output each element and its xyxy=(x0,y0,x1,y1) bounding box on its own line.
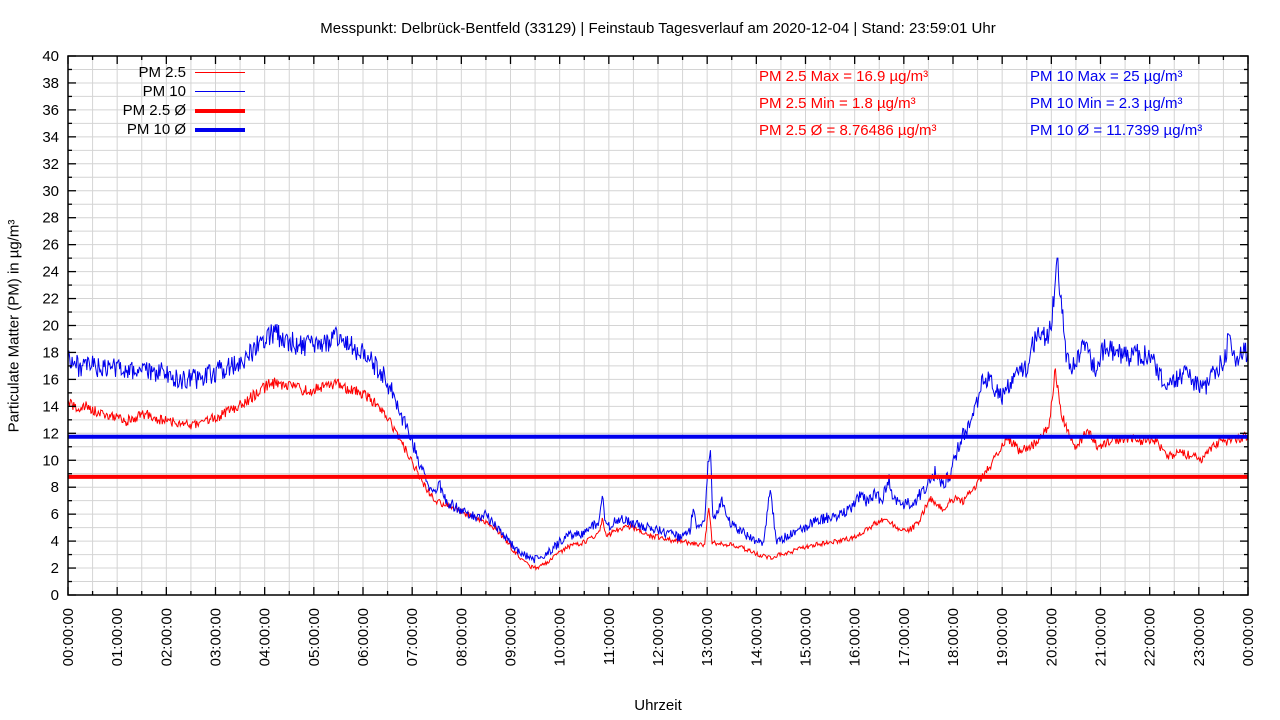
x-tick-label: 13:00:00 xyxy=(699,608,716,666)
x-tick-label: 06:00:00 xyxy=(355,608,372,666)
y-tick-label: 38 xyxy=(42,75,59,92)
y-tick-label: 32 xyxy=(42,156,59,173)
series-line-pm10 xyxy=(67,257,1249,564)
legend-line-sample xyxy=(195,91,245,92)
y-tick-label: 8 xyxy=(51,479,59,496)
y-tick-label: 26 xyxy=(42,237,59,254)
y-axis-title: Particulate Matter (PM) in µg/m³ xyxy=(5,219,23,433)
y-tick-label: 0 xyxy=(51,587,59,604)
x-tick-label: 02:00:00 xyxy=(158,608,175,666)
y-tick-label: 14 xyxy=(42,398,59,415)
x-tick-label: 08:00:00 xyxy=(453,608,470,666)
stat-pm10-line: PM 10 Min = 2.3 µg/m³ xyxy=(1030,95,1183,112)
x-tick-label: 03:00:00 xyxy=(208,608,225,666)
stat-pm25-line: PM 2.5 Max = 16.9 µg/m³ xyxy=(759,68,929,85)
legend-label: PM 10 xyxy=(142,83,186,100)
legend-row: PM 2.5 Ø xyxy=(58,101,245,120)
legend-row: PM 10 xyxy=(58,82,245,101)
legend-line-sample xyxy=(195,108,245,113)
plot-border xyxy=(67,55,1249,596)
x-tick-label: 22:00:00 xyxy=(1142,608,1159,666)
y-tick-label: 12 xyxy=(42,425,59,442)
stats-pm25: PM 2.5 Max = 16.9 µg/m³ PM 2.5 Min = 1.8 … xyxy=(759,68,937,151)
legend-row: PM 2.5 xyxy=(58,63,245,82)
x-tick-label: 04:00:00 xyxy=(257,608,274,666)
y-tick-label: 34 xyxy=(42,129,59,146)
y-tick-label: 30 xyxy=(42,183,59,200)
stat-pm10-line: PM 10 Max = 25 µg/m³ xyxy=(1030,68,1183,85)
x-tick-label: 16:00:00 xyxy=(847,608,864,666)
y-tick-label: 16 xyxy=(42,371,59,388)
legend-line-sample xyxy=(195,127,245,132)
stat-pm10-line: PM 10 Ø = 11.7399 µg/m³ xyxy=(1030,122,1203,139)
x-tick-label: 17:00:00 xyxy=(896,608,913,666)
y-tick-label: 4 xyxy=(51,533,59,550)
x-tick-label: 14:00:00 xyxy=(748,608,765,666)
y-tick-label: 10 xyxy=(42,452,59,469)
x-tick-label: 00:00:00 xyxy=(60,608,77,666)
y-tick-label: 40 xyxy=(42,48,59,65)
x-tick-label: 11:00:00 xyxy=(601,608,618,665)
y-tick-label: 22 xyxy=(42,291,59,308)
y-tick-label: 20 xyxy=(42,318,59,335)
y-tick-label: 2 xyxy=(51,560,59,577)
y-tick-label: 36 xyxy=(42,102,59,119)
x-tick-label: 05:00:00 xyxy=(306,608,323,666)
legend-row: PM 10 Ø xyxy=(58,120,245,139)
chart-title: Messpunkt: Delbrück-Bentfeld (33129) | F… xyxy=(320,20,996,37)
legend-label: PM 10 Ø xyxy=(126,121,186,138)
legend-label: PM 2.5 Ø xyxy=(122,102,186,119)
y-tick-label: 24 xyxy=(42,264,59,281)
x-tick-label: 20:00:00 xyxy=(1043,608,1060,666)
y-tick-label: 6 xyxy=(51,506,59,523)
stat-pm25-line: PM 2.5 Ø = 8.76486 µg/m³ xyxy=(759,122,937,139)
x-tick-label: 12:00:00 xyxy=(650,608,667,666)
x-axis-title: Uhrzeit xyxy=(634,697,682,714)
x-tick-label: 09:00:00 xyxy=(503,608,520,666)
legend-line-sample xyxy=(195,72,245,73)
x-tick-label: 01:00:00 xyxy=(109,608,126,666)
legend-label: PM 2.5 xyxy=(138,64,186,81)
y-tick-label: 18 xyxy=(42,344,59,361)
series-line-pm25 xyxy=(67,368,1249,571)
stat-pm25-line: PM 2.5 Min = 1.8 µg/m³ xyxy=(759,95,916,112)
stats-pm10: PM 10 Max = 25 µg/m³ PM 10 Min = 2.3 µg/m… xyxy=(1030,68,1203,151)
legend: PM 2.5 PM 10 PM 2.5 Ø PM 10 Ø xyxy=(58,63,245,139)
x-tick-label: 15:00:00 xyxy=(798,608,815,666)
x-tick-label: 00:00:00 xyxy=(1240,608,1257,666)
x-tick-label: 21:00:00 xyxy=(1093,608,1110,666)
x-tick-label: 19:00:00 xyxy=(994,608,1011,666)
x-tick-label: 18:00:00 xyxy=(945,608,962,666)
x-tick-label: 07:00:00 xyxy=(404,608,421,666)
x-tick-label: 23:00:00 xyxy=(1191,608,1208,666)
y-tick-label: 28 xyxy=(42,210,59,227)
x-tick-label: 10:00:00 xyxy=(552,608,569,666)
